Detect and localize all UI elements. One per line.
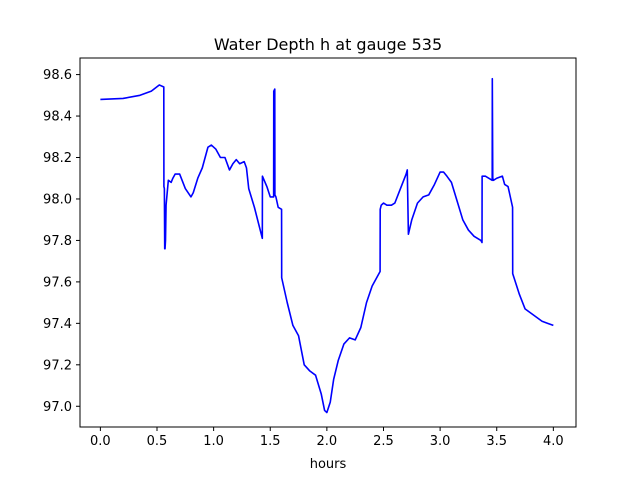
y-tick-label: 98.2 [43,151,72,166]
y-tick-label: 98.6 [43,68,72,83]
y-tick-label: 98.4 [43,110,72,125]
x-tick-label: 1.0 [203,434,224,449]
y-tick-label: 97.8 [43,234,72,249]
x-tick-label: 1.5 [260,434,281,449]
x-tick-label: 2.0 [317,434,338,449]
y-tick-label: 98.0 [43,192,72,207]
x-tick-label: 0.0 [90,434,111,449]
x-tick-label: 3.5 [486,434,507,449]
x-tick-label: 3.0 [430,434,451,449]
x-tick-label: 4.0 [543,434,564,449]
plot-area [100,77,554,414]
x-tick-label: 2.5 [373,434,394,449]
chart-title: Water Depth h at gauge 535 [214,35,442,54]
y-tick-label: 97.0 [43,400,72,415]
y-tick-label: 97.6 [43,275,72,290]
series-line-0 [100,77,554,414]
x-tick-label: 0.5 [147,434,168,449]
y-tick-label: 97.2 [43,358,72,373]
y-tick-label: 97.4 [43,317,72,332]
axes-frame [79,57,577,428]
x-axis-label: hours [310,457,347,472]
